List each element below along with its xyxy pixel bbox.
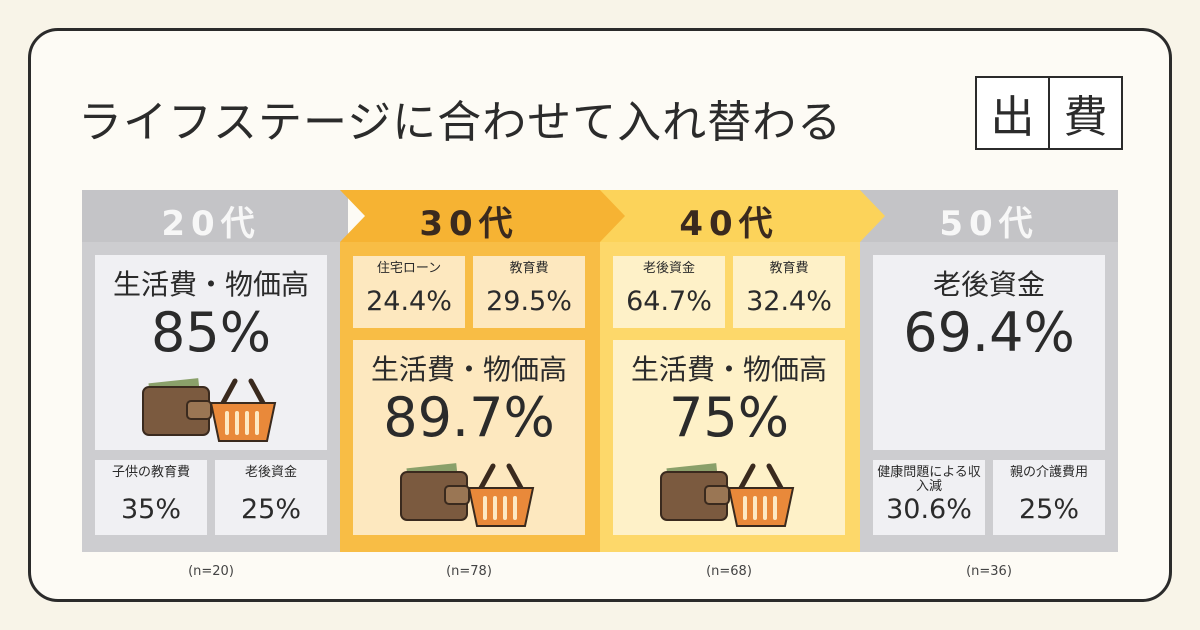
- sample-size: (n=36): [966, 564, 1012, 579]
- sub-value: 25%: [1018, 494, 1079, 525]
- age-label: 50代: [939, 204, 1039, 244]
- main-box: [873, 255, 1105, 450]
- sub-box: [95, 460, 207, 535]
- sub-value: 30.6%: [886, 494, 972, 525]
- sample-size: (n=20): [188, 564, 234, 579]
- sub-value: 29.5%: [486, 286, 572, 317]
- main-label: 老後資金: [932, 268, 1045, 301]
- sub-value: 64.7%: [626, 286, 712, 317]
- sub-label: 子供の教育費: [111, 465, 190, 480]
- sub-value: 24.4%: [366, 286, 452, 317]
- sub-value: 35%: [120, 494, 181, 525]
- sub-label: 親の介護費用: [1009, 465, 1088, 480]
- sub-label: 住宅ローン: [376, 261, 442, 276]
- sub-label: 教育費: [769, 261, 809, 276]
- badge-char: 出: [975, 76, 1050, 150]
- main-value: 89.7%: [383, 386, 555, 449]
- wallet-basket-icon: [660, 463, 795, 527]
- sub-box: [733, 256, 845, 328]
- age-label: 20代: [161, 204, 261, 244]
- sub-value: 25%: [240, 494, 301, 525]
- sub-box: [613, 256, 725, 328]
- sub-box: [993, 460, 1105, 535]
- sub-label: 健康問題による収入減: [877, 465, 981, 494]
- sub-label: 老後資金: [244, 465, 297, 480]
- main-label: 生活費・物価高: [112, 268, 309, 301]
- sub-box: [473, 256, 585, 328]
- sample-size: (n=68): [706, 564, 752, 579]
- age-label: 40代: [679, 204, 779, 244]
- sample-size: (n=78): [446, 564, 492, 579]
- wallet-basket-icon: [400, 463, 535, 527]
- sub-box: [353, 256, 465, 328]
- main-value: 75%: [668, 386, 790, 449]
- sub-label: 老後資金: [642, 261, 695, 276]
- sub-label: 教育費: [509, 261, 549, 276]
- title: ライフステージに合わせて入れ替わる: [78, 97, 843, 148]
- badge-char: 費: [1048, 76, 1123, 150]
- sub-box: [215, 460, 327, 535]
- sub-value: 32.4%: [746, 286, 832, 317]
- wallet-basket-icon: [142, 378, 277, 442]
- age-label: 30代: [419, 204, 519, 244]
- sub-box: [873, 460, 985, 535]
- main-value: 69.4%: [903, 301, 1075, 364]
- main-label: 生活費・物価高: [630, 353, 827, 386]
- main-value: 85%: [150, 301, 272, 364]
- main-label: 生活費・物価高: [370, 353, 567, 386]
